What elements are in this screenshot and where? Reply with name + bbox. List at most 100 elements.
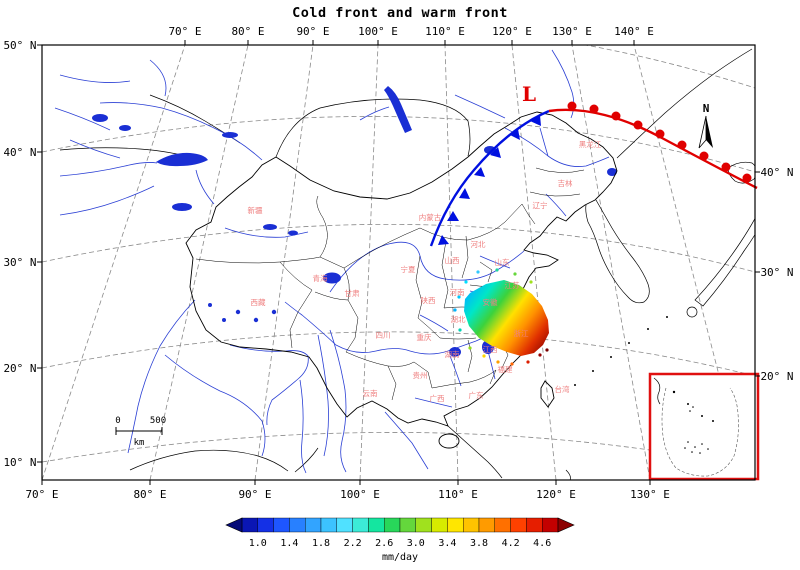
precip-station-dots [453,268,549,366]
west-lakes [92,114,108,122]
province-label: 黑龙江 [579,139,602,149]
india-coast [129,449,289,472]
irrawaddy-river [299,379,307,474]
tibet-lake [208,303,212,307]
graticule [42,45,755,480]
island-dot [647,328,649,330]
ganges-river [164,354,266,457]
island-dot [592,370,594,372]
central-asia-borders [59,94,241,160]
colorbar-tick-label: 1.0 [249,538,267,549]
province-label: 四川 [376,331,391,340]
province-borders [195,167,585,401]
province-label: 新疆 [248,205,263,215]
province-label: 浙江 [514,328,529,338]
china-outline [185,111,618,427]
scale-unit-label: km [134,438,145,448]
parallel-30n [42,223,755,273]
mekong-river [329,329,347,473]
colorbar-tick-label: 4.6 [533,538,551,549]
tick-label: 50° N [3,39,36,52]
tick-label: 20° N [760,370,793,383]
province-label: 云南 [363,388,378,398]
colorbar-segment [463,517,480,533]
island-dot [712,420,714,422]
province-label: 贵州 [413,370,428,380]
tibet-lake [253,317,259,323]
pearl-river [414,397,453,408]
colorbar-segment [399,517,417,533]
lake-issykkul [172,203,192,211]
province-label: 湖南 [445,349,460,359]
island-dot [699,452,701,454]
parallel-10n [42,432,755,469]
province-label: 甘肃 [345,288,360,298]
inset-coast [653,377,661,405]
lake-khanka [607,168,617,176]
tick-label: 70° E [25,488,58,501]
tick-label: 40° N [3,146,36,159]
colorbar-segment [368,517,385,533]
tick-label: 140° E [614,25,654,38]
island-dot [694,446,696,448]
warm-front-pip [567,101,577,111]
han-river [419,255,513,387]
precip-region [464,280,549,356]
scale-bar: 0 500 km [115,416,166,448]
southeast-asia-coast [294,425,571,480]
lake-balkhash [156,152,208,167]
central-asia-rivers [59,162,158,216]
songhua-river [504,127,610,217]
tick-label: 30° N [3,256,36,269]
north-arrow-right-half [706,116,713,148]
scale-end-label: 500 [150,416,166,426]
island-dot [707,448,709,450]
cold-front-triangles [438,115,541,245]
inset-background [650,374,758,479]
colorbar-tick-label: 4.2 [502,538,520,549]
precip-dot [545,348,549,352]
colorbar-tick-label: 3.4 [438,538,456,549]
colorbar-segment [526,517,543,533]
tick-label: 90° E [296,25,329,38]
cold-front-triangle [474,167,485,177]
precip-dot [538,353,542,357]
hainan-island [438,433,460,449]
lake-baikal [384,86,412,133]
colorbar-segment [257,517,274,533]
cold-front-triangle [447,211,459,221]
tick-label: 100° E [358,25,398,38]
inset-islands [672,390,714,454]
parallel-20n [42,331,755,377]
ryukyu-islands [574,316,668,386]
meridians [42,45,747,480]
cold-front-triangle [530,115,541,126]
lop-nur [263,224,277,230]
island-dot [628,342,630,344]
warm-front-pip [611,111,621,121]
precip-dot [496,360,500,364]
colorbar-unit-label: mm/day [382,552,418,563]
province-label: 山西 [445,255,460,265]
island-dot [684,447,686,449]
tick-label: 120° E [492,25,532,38]
north-arrow-left-half [698,115,707,149]
tick-label: 70° E [168,25,201,38]
precip-dot [526,360,530,364]
warm-front-semicircles [567,101,752,183]
island-dot [692,406,694,408]
cold-front-triangle [459,188,470,199]
precip-dot [513,272,517,276]
island-dot [672,390,676,394]
cold-front-triangle [510,129,520,140]
colorbar-segment [431,517,448,533]
taiwan-island [540,380,555,408]
axis-ticks: 70° E 80° E 90° E 100° E 110° E 120° E 130° E 1… [3,25,793,501]
parallel-40n [42,116,755,173]
province-label: 内蒙古 [419,212,442,222]
map-title: Cold front and warm front [292,5,508,21]
tick-label: 40° N [760,166,793,179]
province-label: 湖北 [451,315,466,324]
colorbar-segment [478,517,496,533]
